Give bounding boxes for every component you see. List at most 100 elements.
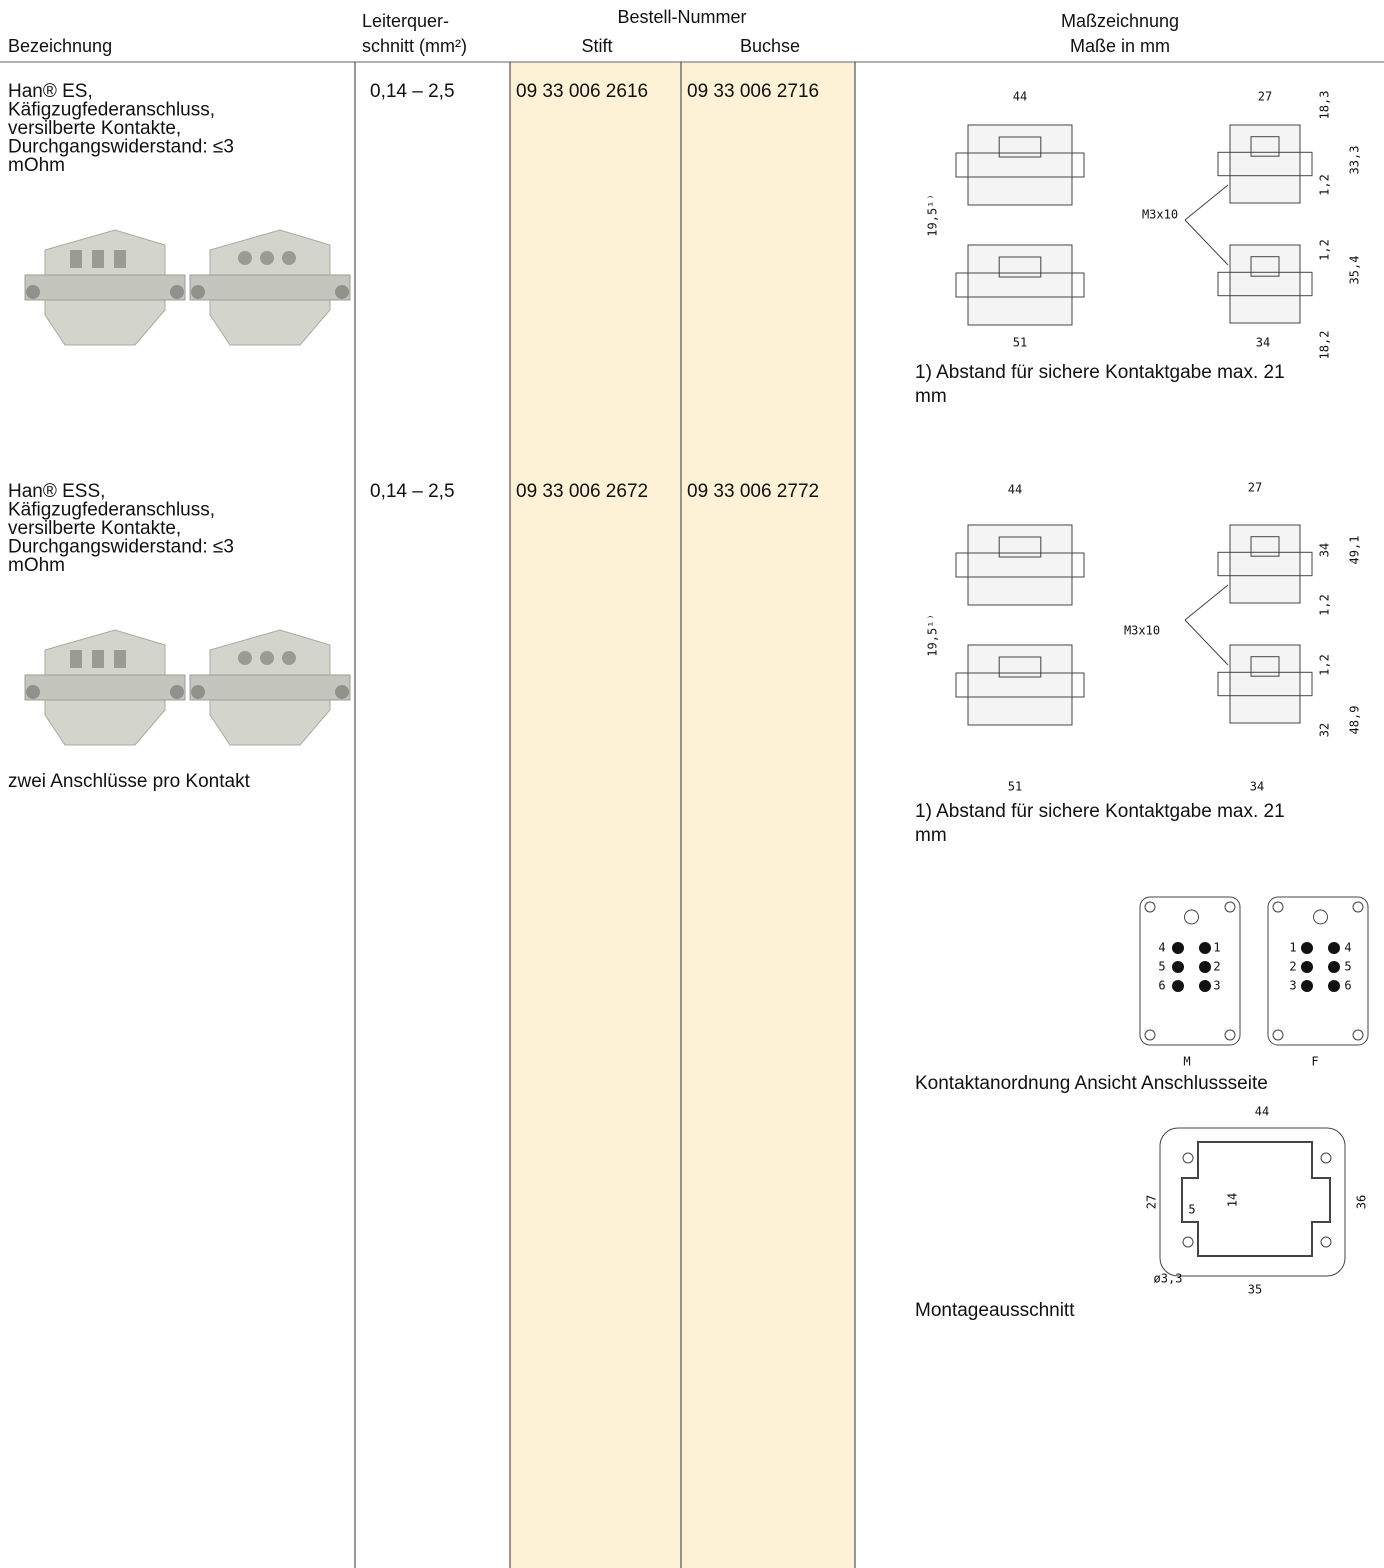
- outline: [1250, 256, 1280, 277]
- pin-dot: [1301, 942, 1313, 954]
- pin-number: 6: [1344, 979, 1351, 993]
- footnote: mm: [915, 386, 947, 407]
- outline: [967, 524, 1073, 606]
- contact-face: [1267, 896, 1369, 1046]
- photo-flange: [189, 274, 351, 301]
- photo-screw: [191, 685, 205, 699]
- outline: [1229, 644, 1301, 724]
- pin-number: 1: [1289, 941, 1296, 955]
- photo-contact: [282, 251, 296, 265]
- dimension-drawing: [955, 524, 1313, 726]
- contact-face: [1139, 896, 1241, 1046]
- dimension-label: ø3,3: [1154, 1272, 1183, 1286]
- caption: Montageausschnitt: [915, 1300, 1075, 1321]
- pin-number: 4: [1158, 941, 1165, 955]
- outline: [998, 256, 1042, 278]
- pin-dot: [1172, 942, 1184, 954]
- outline: [955, 672, 1085, 698]
- pin-number: 4: [1344, 941, 1351, 955]
- designation-line: Durchgangswiderstand: ≤3: [8, 537, 234, 558]
- footnote: mm: [915, 825, 947, 846]
- cross-section: 0,14 – 2,5: [370, 81, 455, 102]
- designation-line: versilberte Kontakte,: [8, 518, 181, 539]
- dimension-label: M3x10: [1124, 624, 1160, 638]
- outline: [1217, 151, 1313, 177]
- dimension-label: 27: [1145, 1195, 1159, 1209]
- order-number-socket: 09 33 006 2772: [687, 481, 819, 502]
- pin-number: 2: [1213, 960, 1220, 974]
- pin-dot: [1172, 980, 1184, 992]
- dimension-label: 18,3: [1318, 91, 1332, 120]
- dimension-label: M3x10: [1142, 208, 1178, 222]
- outline: [967, 124, 1073, 206]
- photo-screw: [335, 685, 349, 699]
- dimension-label: 51: [1013, 336, 1027, 350]
- photo-contact: [70, 650, 82, 668]
- photo-contact: [70, 250, 82, 268]
- dimension-label: 32: [1318, 723, 1332, 737]
- order-column-bg: [510, 62, 855, 1568]
- dimension-label: 1,2: [1318, 174, 1332, 196]
- dimension-label: 48,9: [1348, 706, 1362, 735]
- dimension-label: 51: [1008, 780, 1022, 794]
- mount-hole: [1182, 1236, 1194, 1248]
- mount-hole: [1224, 1029, 1236, 1041]
- designation-line: mOhm: [8, 555, 65, 576]
- designation-line: Durchgangswiderstand: ≤3: [8, 137, 234, 158]
- pin-number: 5: [1158, 960, 1165, 974]
- photo-contact: [114, 650, 126, 668]
- dimension-label: 34: [1318, 543, 1332, 557]
- order-number-pin: 09 33 006 2672: [516, 481, 648, 502]
- mount-hole: [1352, 1029, 1364, 1041]
- order-number-pin: 09 33 006 2616: [516, 81, 648, 102]
- photo-contact: [238, 651, 252, 665]
- order-number-socket: 09 33 006 2716: [687, 81, 819, 102]
- header-cell: Buchse: [740, 36, 800, 56]
- earth-symbol: [1313, 909, 1328, 925]
- dimension-label: 1,2: [1318, 654, 1332, 676]
- dimension-label: 44: [1013, 90, 1027, 104]
- outline: [1217, 551, 1313, 577]
- pin-number: 3: [1213, 979, 1220, 993]
- dimension-label: 35,4: [1348, 256, 1362, 285]
- pin-dot: [1199, 980, 1211, 992]
- dimension-label: 36: [1355, 1195, 1369, 1209]
- product-photo: [189, 629, 351, 746]
- dimension-label: 49,1: [1348, 536, 1362, 565]
- outline: [1250, 656, 1280, 677]
- photo-flange: [24, 674, 186, 701]
- designation-line: Han® ESS,: [8, 481, 105, 502]
- pin-dot: [1328, 980, 1340, 992]
- pin-dot: [1328, 942, 1340, 954]
- pin-dot: [1328, 961, 1340, 973]
- caption: Kontaktanordnung Ansicht Anschlussseite: [915, 1073, 1268, 1094]
- mount-hole: [1272, 901, 1284, 913]
- mount-hole: [1224, 901, 1236, 913]
- outline: [1250, 536, 1280, 557]
- cross-section: 0,14 – 2,5: [370, 481, 455, 502]
- designation-line: versilberte Kontakte,: [8, 118, 181, 139]
- gender-label: M: [1183, 1055, 1190, 1069]
- dimension-label: 44: [1255, 1105, 1269, 1119]
- mount-hole: [1320, 1152, 1332, 1164]
- dimension-label: 27: [1258, 90, 1272, 104]
- header-cell: schnitt (mm²): [362, 36, 467, 56]
- photo-contact: [282, 651, 296, 665]
- header-cell: Maßzeichnung: [1061, 11, 1179, 31]
- photo-screw: [191, 285, 205, 299]
- outline: [1229, 244, 1301, 324]
- mount-hole: [1320, 1236, 1332, 1248]
- dimension-label: 27: [1248, 481, 1262, 495]
- dimension-label: 34: [1256, 336, 1270, 350]
- leader: [1184, 184, 1229, 221]
- extra-note: zwei Anschlüsse pro Kontakt: [8, 771, 251, 792]
- mount-hole: [1144, 901, 1156, 913]
- pin-dot: [1301, 980, 1313, 992]
- photo-contact: [260, 251, 274, 265]
- designation-line: Käfigzugfederanschluss,: [8, 500, 215, 521]
- product-photo: [24, 629, 186, 746]
- dimension-label: 5: [1188, 1203, 1195, 1217]
- product-photo: [24, 229, 186, 346]
